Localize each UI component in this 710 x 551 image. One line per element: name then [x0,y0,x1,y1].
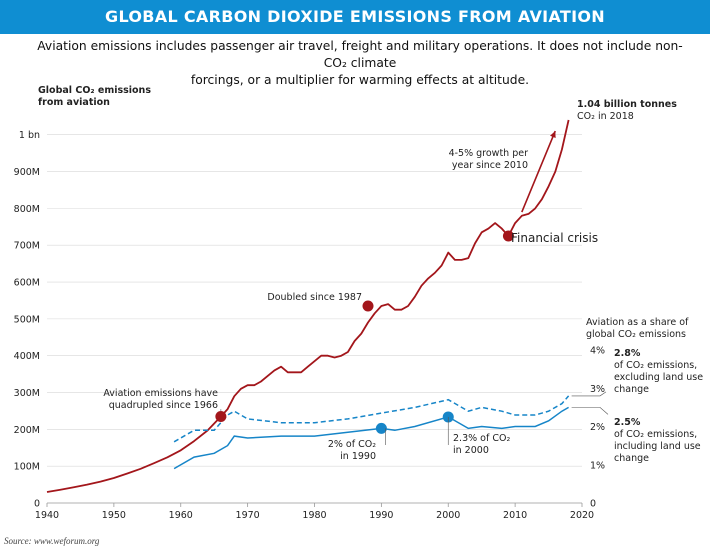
y2-axis-title-line-1: Aviation as a share of [586,317,689,328]
x-tick-label: 1960 [169,510,193,521]
subtitle-line-1: Aviation emissions includes passenger ai… [37,39,683,70]
gridlines [47,134,582,504]
excl-line-2: excluding land use [614,372,703,383]
chart-subtitle: Aviation emissions includes passenger ai… [30,38,690,89]
series-markers [215,230,514,434]
y-tick-label: 600M [14,278,40,289]
marker-label-1987: Doubled since 1987 [267,292,362,303]
x-tick-label: 2000 [436,510,460,521]
share-incl-land-use-line [173,406,569,470]
excl-leader [571,391,607,397]
growth-arrow [521,130,556,213]
y2-axis-ticks: 0 1% 2% 3% 4% [590,346,605,510]
growth-arrow-head [550,131,556,139]
y-tick-label: 700M [14,241,40,252]
y-tick-label: 1 bn [19,130,40,141]
y-tick-label: 500M [14,314,40,325]
y-tick-label: 200M [14,425,40,436]
excl-value: 2.8% [614,348,641,359]
y-axis-ticks: 0 100M 200M 300M 400M 500M 600M 700M 800M 900M 1 b… [14,130,40,509]
y2-tick-label: 1% [590,460,605,471]
end-value-label: 1.04 billion tonnes [577,99,677,110]
marker-label-financial-crisis: Financial crisis [511,231,598,245]
marker-label-1966-line-2: quadrupled since 1966 [109,400,218,411]
y2-axis-title-line-2: global CO₂ emissions [586,329,686,340]
x-tick-label: 1990 [369,510,393,521]
y-tick-label: 300M [14,388,40,399]
x-tick-label: 2010 [503,510,527,521]
x-tick-label: 1970 [236,510,260,521]
marker-label-1990-line-2: in 1990 [340,451,376,462]
marker-dot [362,300,374,312]
growth-note-line-2: year since 2010 [452,160,528,171]
share-excl-land-use-line [173,395,570,443]
growth-note-line-1: 4-5% growth per [449,148,529,159]
y-tick-label: 100M [14,462,40,473]
x-axis-ticks: 1940 1950 1960 1970 1980 1990 2000 2010 2020 [35,503,594,521]
marker-label-2000-line-1: 2.3% of CO₂ [453,433,510,444]
incl-line-1: of CO₂ emissions, [614,429,697,440]
x-tick-label: 2020 [570,510,594,521]
x-tick-label: 1940 [35,510,59,521]
source-note: Source: www.weforum.org [4,536,100,546]
marker-dot [215,410,227,422]
excl-line-3: change [614,384,649,395]
marker-label-1990-line-1: 2% of CO₂ [328,439,376,450]
marker-dot [502,230,514,242]
y-tick-label: 800M [14,204,40,215]
x-tick-label: 1980 [302,510,326,521]
y-tick-label: 900M [14,167,40,178]
series-lines [46,119,570,493]
marker-label-2000-line-2: in 2000 [453,445,489,456]
marker-label-1966-line-1: Aviation emissions have [103,388,218,399]
excl-line-1: of CO₂ emissions, [614,360,697,371]
end-value-sub: CO₂ in 2018 [577,111,634,122]
incl-leader [571,407,609,415]
y-axis-title-line-1: Global CO₂ emissions [38,85,151,96]
y2-tick-label: 3% [590,384,605,395]
emissions-line [46,119,570,493]
subtitle-line-2: forcings, or a multiplier for warming ef… [190,73,530,87]
y2-tick-label: 0 [590,499,596,510]
x-tick-label: 1950 [102,510,126,521]
marker-dot [375,422,387,434]
y2-tick-label: 4% [590,346,605,357]
chart-title: GLOBAL CARBON DIOXIDE EMISSIONS FROM AVI… [0,0,710,34]
incl-line-2: including land use [614,441,701,452]
y2-tick-label: 2% [590,422,605,433]
y-tick-label: 0 [34,499,40,510]
y-axis-title-line-2: from aviation [38,97,110,108]
y-tick-label: 400M [14,351,40,362]
incl-value: 2.5% [614,417,641,428]
incl-line-3: change [614,453,649,464]
